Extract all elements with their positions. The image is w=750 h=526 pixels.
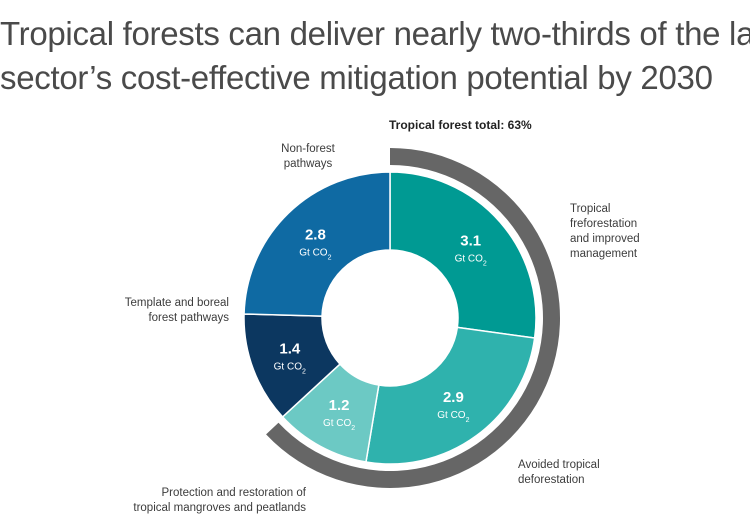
- category-label-line: Tropical: [570, 203, 610, 215]
- category-label-line: Template and boreal: [125, 297, 229, 309]
- unit-subscript: 2: [351, 425, 355, 432]
- page-title: Tropical forests can deliver nearly two-…: [0, 12, 750, 100]
- title-line-2: sector’s cost-effective mitigation poten…: [0, 59, 713, 96]
- category-label-line: freforestation: [570, 218, 637, 230]
- category-label-line: Non-forest: [281, 143, 335, 155]
- slice-category-label: Protection and restoration of tropical ma…: [133, 487, 306, 514]
- slice-category-label: Non-forest pathways: [281, 143, 335, 170]
- donut-slice: [389, 171, 537, 339]
- unit-subscript: 2: [466, 417, 470, 424]
- donut-slice: [365, 326, 536, 465]
- category-label-line: management: [570, 248, 638, 260]
- slice-category-label: Tropical freforestation and improved manage…: [570, 203, 640, 260]
- slice-value-label: 2.8: [305, 226, 326, 243]
- donut-slice: [243, 171, 391, 317]
- slice-category-label: Avoided tropical deforestation: [518, 459, 600, 486]
- unit-subscript: 2: [328, 254, 332, 261]
- slice-unit-label: Gt CO2: [455, 254, 487, 268]
- slice-unit-label: Gt CO2: [437, 410, 469, 424]
- category-label-line: pathways: [284, 158, 333, 170]
- tropical-total-label: Tropical forest total: 63%: [389, 118, 532, 132]
- slice-unit-label: Gt CO2: [323, 418, 355, 432]
- category-label-line: deforestation: [518, 474, 585, 486]
- slice-value-label: 3.1: [460, 233, 481, 250]
- slice-unit-label: Gt CO2: [299, 247, 331, 260]
- category-label-line: Avoided tropical: [518, 459, 600, 471]
- unit-subscript: 2: [302, 368, 306, 375]
- category-label-line: forest pathways: [148, 312, 229, 324]
- slice-value-label: 1.2: [329, 397, 350, 414]
- slice-unit-label: Gt CO2: [274, 362, 306, 376]
- slice-value-label: 2.9: [443, 389, 464, 406]
- category-label-line: and improved: [570, 233, 640, 245]
- unit-subscript: 2: [483, 260, 487, 267]
- slice-value-label: 1.4: [279, 341, 301, 358]
- category-label-line: Protection and restoration of: [162, 487, 307, 499]
- title-line-1: Tropical forests can deliver nearly two-…: [0, 15, 750, 52]
- slice-category-label: Template and boreal forest pathways: [125, 297, 229, 324]
- category-label-line: tropical mangroves and peatlands: [133, 502, 306, 514]
- tropical-total-arc: [266, 148, 560, 488]
